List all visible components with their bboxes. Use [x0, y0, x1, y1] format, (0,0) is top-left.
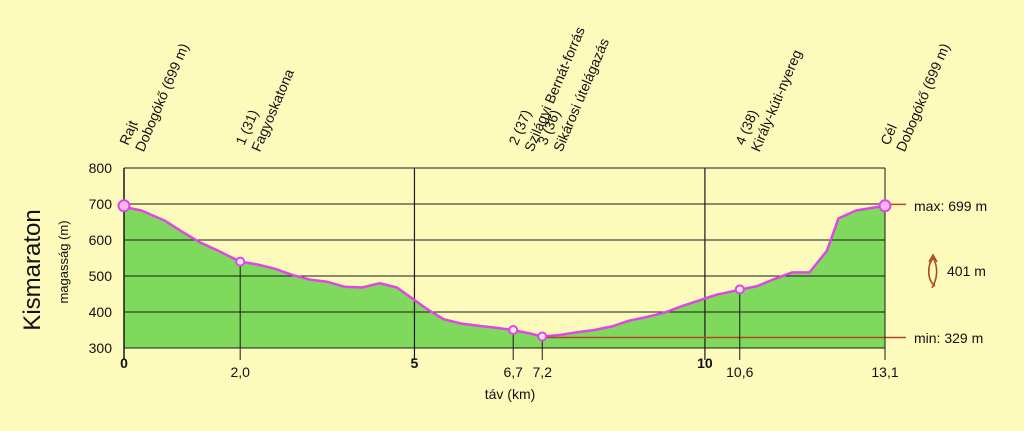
y-tick-label: 600 [89, 232, 113, 248]
ascent-icon [927, 256, 938, 289]
waypoint-label: CélDobogókő (699 m) [877, 34, 953, 154]
x-major-tick-label: 0 [120, 355, 128, 371]
y-tick-label: 800 [89, 160, 113, 176]
max-label: max: 699 m [914, 198, 987, 214]
waypoint-label-line: Cél [877, 122, 900, 148]
waypoint-marker [537, 331, 548, 342]
waypoint-label-line: Király-kúti-nyereg [747, 47, 804, 154]
waypoint-marker [508, 325, 519, 335]
x-tick-label: 2,0 [230, 364, 250, 380]
x-tick-label: 6,7 [503, 364, 523, 380]
waypoint-label: 1 (31)Fagyoskatona [232, 60, 297, 154]
y-tick-label: 300 [89, 340, 113, 356]
x-tick-label: 7,2 [533, 364, 553, 380]
ascent-arrow-icon [928, 253, 938, 263]
x-major-tick-label: 5 [411, 355, 419, 371]
waypoint-label-line: Fagyoskatona [248, 66, 297, 153]
min-label: min: 329 m [914, 330, 983, 346]
x-tick-label: 13,1 [871, 364, 898, 380]
ascent-label: 401 m [947, 263, 986, 279]
x-axis-label: táv (km) [485, 386, 536, 402]
y-tick-label: 400 [89, 304, 113, 320]
waypoint-label-line: Dobogókő (699 m) [893, 41, 953, 154]
waypoint-label-line: Dobogókő (699 m) [132, 41, 192, 154]
waypoint-marker [235, 256, 246, 267]
waypoint-label: 4 (38)Király-kúti-nyereg [732, 41, 805, 154]
chart-title: Kismaraton [19, 209, 46, 330]
waypoint-label: RajtDobogókő (699 m) [116, 34, 192, 154]
waypoint-marker [117, 199, 131, 213]
y-tick-label: 500 [89, 268, 113, 284]
x-major-tick-label: 10 [697, 355, 713, 371]
waypoint-marker [734, 284, 745, 295]
elevation-area [124, 205, 885, 348]
y-axis-label: magasság (m) [56, 220, 71, 303]
x-tick-label: 10,6 [726, 364, 753, 380]
waypoint-marker [878, 199, 892, 213]
y-tick-label: 700 [89, 196, 113, 212]
